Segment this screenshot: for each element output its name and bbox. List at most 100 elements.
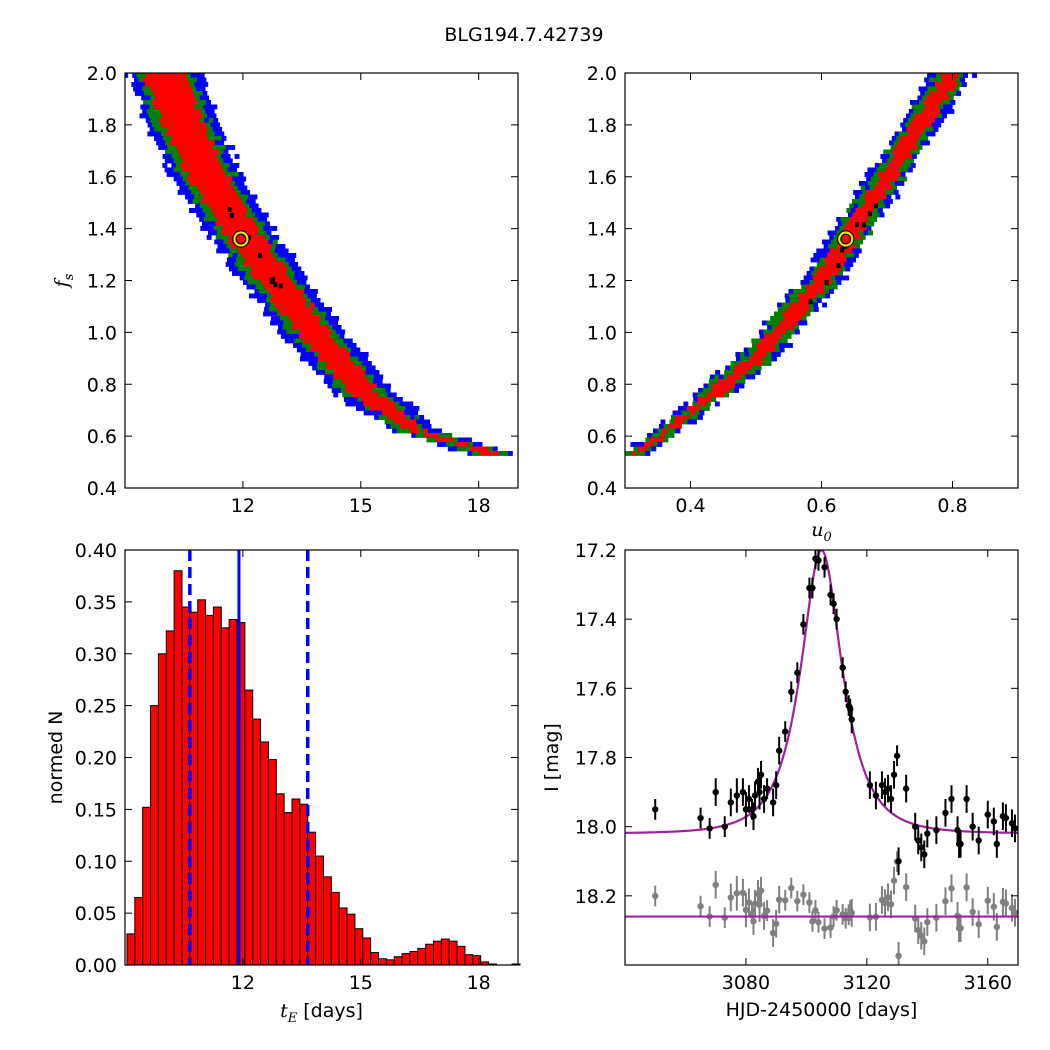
- confidence-cell: [900, 158, 905, 164]
- confidence-cell: [381, 401, 387, 407]
- confidence-cell: [414, 406, 420, 411]
- confidence-cell: [874, 163, 880, 168]
- confidence-cell: [798, 298, 804, 303]
- histogram-bar: [197, 599, 207, 966]
- confidence-cell: [158, 127, 164, 132]
- confidence-cell: [760, 338, 766, 344]
- confidence-cell: [939, 82, 945, 87]
- confidence-cell: [216, 163, 222, 168]
- confidence-cell: [813, 302, 818, 308]
- confidence-cell: [465, 446, 471, 452]
- confidence-cell: [931, 122, 937, 128]
- confidence-cell: [350, 347, 356, 353]
- confidence-cell: [881, 181, 887, 186]
- confidence-cell: [185, 145, 191, 150]
- confidence-cell: [259, 212, 265, 218]
- y-tick-label: 0.35: [75, 592, 117, 614]
- confidence-cell: [207, 172, 213, 177]
- confidence-cell: [867, 181, 873, 186]
- confidence-cell: [134, 91, 140, 96]
- confidence-cell: [202, 172, 208, 177]
- confidence-cell: [237, 253, 243, 258]
- confidence-cell: [174, 122, 180, 128]
- confidence-cell: [756, 365, 762, 371]
- confidence-cell: [236, 212, 242, 218]
- confidence-cell: [346, 379, 352, 384]
- confidence-cell: [231, 257, 237, 263]
- confidence-cell: [835, 253, 841, 258]
- confidence-cell: [291, 307, 296, 312]
- residual-point: [1002, 900, 1010, 907]
- confidence-cell: [262, 217, 268, 222]
- confidence-cell: [663, 437, 669, 443]
- confidence-cell: [852, 212, 858, 218]
- confidence-cell: [176, 104, 182, 110]
- confidence-cell: [807, 293, 813, 299]
- confidence-cell: [261, 298, 267, 303]
- confidence-cell: [954, 73, 959, 78]
- confidence-cell: [244, 203, 250, 209]
- confidence-cell: [173, 109, 179, 114]
- confidence-cell: [302, 343, 307, 348]
- confidence-cell: [838, 271, 843, 276]
- confidence-cell: [267, 226, 273, 231]
- confidence-cell: [171, 104, 177, 110]
- confidence-cell: [717, 383, 722, 389]
- confidence-cell: [178, 131, 184, 137]
- confidence-cell: [325, 338, 331, 344]
- confidence-cell: [218, 158, 224, 164]
- confidence-cell: [354, 388, 360, 393]
- confidence-cell: [189, 208, 194, 213]
- plot-area: [625, 550, 1018, 965]
- confidence-cell: [901, 149, 907, 155]
- confidence-cell: [936, 73, 941, 78]
- confidence-cell: [940, 73, 946, 78]
- confidence-cell: [180, 113, 185, 119]
- confidence-cell: [269, 266, 275, 272]
- confidence-cell: [249, 257, 255, 263]
- label-subscript: E: [287, 1011, 298, 1026]
- confidence-cell: [288, 262, 294, 267]
- confidence-cell: [798, 293, 804, 299]
- confidence-cell: [284, 275, 290, 281]
- confidence-cell: [369, 406, 375, 411]
- confidence-cell: [849, 203, 855, 209]
- confidence-cell: [302, 298, 307, 303]
- confidence-cell: [929, 91, 935, 96]
- confidence-cell: [134, 77, 139, 83]
- confidence-cell: [205, 167, 210, 173]
- confidence-cell: [398, 419, 403, 425]
- x-tick-label: 3160: [964, 972, 1012, 994]
- confidence-cell: [308, 329, 314, 335]
- confidence-cell: [152, 122, 157, 128]
- confidence-cell: [209, 158, 215, 164]
- confidence-cell: [815, 271, 821, 276]
- confidence-cell: [426, 437, 432, 443]
- confidence-cell: [369, 374, 375, 380]
- confidence-cell: [247, 248, 253, 254]
- confidence-cell: [367, 388, 373, 393]
- confidence-cell: [809, 266, 815, 272]
- confidence-cell: [287, 284, 292, 290]
- confidence-cell: [715, 370, 721, 375]
- confidence-cell: [210, 122, 216, 128]
- confidence-cell: [930, 95, 936, 101]
- confidence-cell: [136, 73, 142, 78]
- confidence-cell: [829, 248, 835, 254]
- confidence-cell: [168, 95, 174, 101]
- confidence-cell: [282, 325, 288, 330]
- data-point: [839, 664, 846, 671]
- residual-point: [745, 899, 753, 906]
- confidence-cell: [192, 140, 198, 146]
- confidence-cell: [919, 100, 924, 105]
- histogram-bar: [142, 806, 152, 966]
- confidence-cell: [232, 253, 238, 258]
- confidence-cell: [473, 442, 478, 447]
- confidence-cell: [176, 127, 182, 132]
- confidence-cell: [345, 356, 350, 362]
- x-tick-label: 18: [467, 495, 491, 517]
- confidence-cell: [139, 113, 145, 119]
- confidence-cell: [822, 266, 828, 272]
- confidence-cell: [245, 257, 250, 263]
- confidence-cell: [733, 370, 739, 375]
